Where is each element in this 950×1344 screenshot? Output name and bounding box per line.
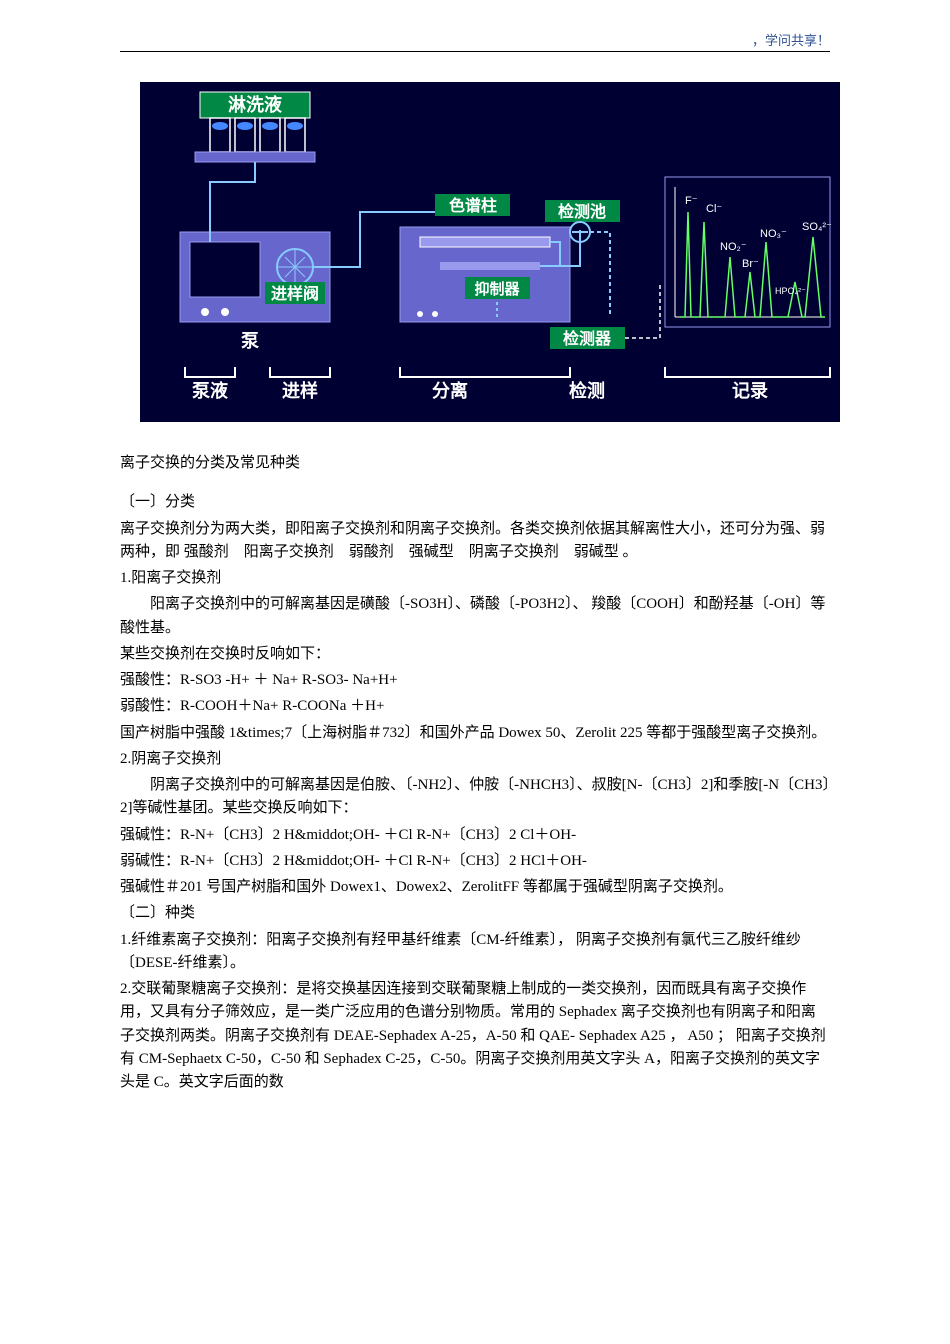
document-page: ，学问共享！ 淋洗液	[0, 0, 950, 1137]
label-pump-liquid: 泵液	[192, 380, 229, 401]
svg-text:SO₄²⁻: SO₄²⁻	[802, 221, 832, 233]
label-column: 色谱柱	[449, 196, 497, 215]
cat-p2: 某些交换剂在交换时反响如下：	[120, 643, 830, 666]
label-inject: 进样	[282, 380, 318, 401]
title: 离子交换的分类及常见种类	[120, 452, 830, 475]
svg-text:F⁻: F⁻	[685, 195, 698, 207]
label-eluent: 淋洗液	[228, 94, 283, 115]
s1-p1: 离子交换剂分为两大类，即阳离子交换剂和阴离子交换剂。各类交换剂依据其解离性大小，…	[120, 518, 830, 565]
label-detector: 检测器	[563, 329, 612, 348]
label-detect: 检测	[569, 380, 605, 401]
cat-p3: 强酸性：R-SO3 -H+ ＋ Na+ R-SO3- Na+H+	[120, 669, 830, 692]
s2-p1: 1.纤维素离子交换剂：阳离子交换剂有羟甲基纤维素〔CM-纤维素〕， 阴离子交换剂…	[120, 929, 830, 976]
label-record: 记录	[732, 381, 768, 401]
label-separate: 分离	[432, 380, 468, 401]
s2-p2: 2.交联葡聚糖离子交换剂：是将交换基因连接到交联葡聚糖上制成的一类交换剂，因而既…	[120, 978, 830, 1094]
label-suppressor: 抑制器	[474, 280, 520, 298]
text-content: 离子交换的分类及常见种类 〔一〕分类 离子交换剂分为两大类，即阳离子交换剂和阴离…	[120, 452, 830, 1094]
an-p2: 强碱性：R-N+〔CH3〕2 H&middot;OH- ＋Cl R-N+〔CH3…	[120, 824, 830, 847]
section-1-heading: 〔一〕分类	[120, 491, 830, 514]
ion-chromatography-diagram: 淋洗液 进样阀 泵	[140, 82, 840, 422]
cat-p1: 阳离子交换剂中的可解离基因是磺酸〔-SO3H〕、磷酸〔-PO3H2〕、 羧酸〔C…	[120, 593, 830, 640]
svg-text:Cl⁻: Cl⁻	[706, 203, 722, 215]
cat-p4: 弱酸性：R-COOH＋Na+ R-COONa ＋H+	[120, 695, 830, 718]
cat-p5: 国产树脂中强酸 1&times;7〔上海树脂＃732〕和国外产品 Dowex 5…	[120, 722, 830, 745]
svg-text:HPO₄²⁻: HPO₄²⁻	[775, 286, 806, 296]
label-injector: 进样阀	[271, 284, 319, 303]
header-text: ，学问共享！	[752, 30, 830, 49]
an-p1: 阴离子交换剂中的可解离基因是伯胺、〔-NH2〕、仲胺〔-NHCH3〕、叔胺[N-…	[120, 774, 830, 821]
cation-heading: 1.阳离子交换剂	[120, 567, 830, 590]
an-p4: 强碱性＃201 号国产树脂和国外 Dowex1、Dowex2、ZerolitFF…	[120, 876, 830, 899]
an-p3: 弱碱性：R-N+〔CH3〕2 H&middot;OH- ＋Cl R-N+〔CH3…	[120, 850, 830, 873]
label-pump: 泵	[241, 331, 259, 351]
page-header: ，学问共享！	[120, 30, 830, 52]
svg-text:Br⁻: Br⁻	[742, 258, 759, 270]
section-2-heading: 〔二〕种类	[120, 902, 830, 925]
label-detector-cell: 检测池	[558, 202, 606, 221]
svg-text:NO₃⁻: NO₃⁻	[760, 228, 787, 240]
svg-text:NO₂⁻: NO₂⁻	[720, 241, 747, 253]
eluent-bottles	[210, 118, 305, 152]
anion-heading: 2.阴离子交换剂	[120, 748, 830, 771]
diagram-svg: 淋洗液 进样阀 泵	[140, 82, 840, 422]
